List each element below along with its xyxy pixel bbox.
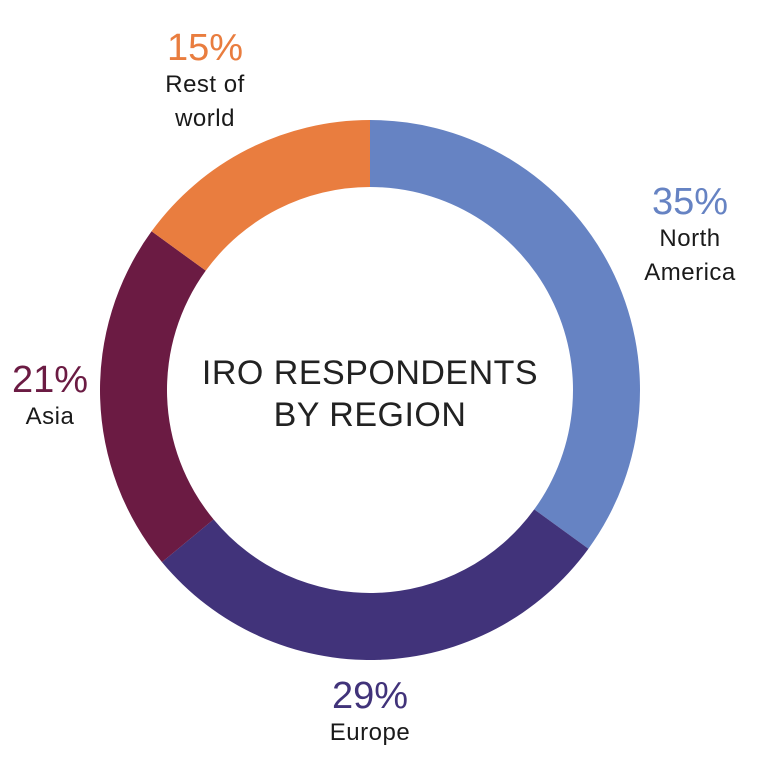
slice-label-rest-of-world: 15% Rest of world <box>140 28 270 136</box>
pct-label-europe: 29% <box>331 675 409 717</box>
name-label-europe: Europe <box>329 719 411 746</box>
slice-label-europe: 29% Europe <box>300 676 440 750</box>
slice-label-asia: 21% Asia <box>0 360 100 434</box>
name-label-north-america-2: America <box>644 259 736 286</box>
name-label-rest-of-world-1: Rest of <box>165 71 245 98</box>
slice-asia <box>100 231 214 563</box>
pct-label-rest-of-world: 15% <box>166 27 244 69</box>
chart-title: IRO RESPONDENTS BY REGION <box>170 352 570 436</box>
slice-north-america <box>370 120 640 549</box>
pct-label-north-america: 35% <box>651 181 729 223</box>
name-label-north-america-1: North <box>659 225 721 252</box>
name-label-asia: Asia <box>25 403 75 430</box>
slice-rest-of-world <box>151 119 370 271</box>
chart-title-line-2: BY REGION <box>273 396 467 434</box>
pct-label-asia: 21% <box>11 359 89 401</box>
slice-label-north-america: 35% North America <box>620 182 760 290</box>
name-label-rest-of-world-2: world <box>175 105 235 132</box>
chart-title-line-1: IRO RESPONDENTS <box>201 354 539 392</box>
slice-europe <box>161 509 589 660</box>
